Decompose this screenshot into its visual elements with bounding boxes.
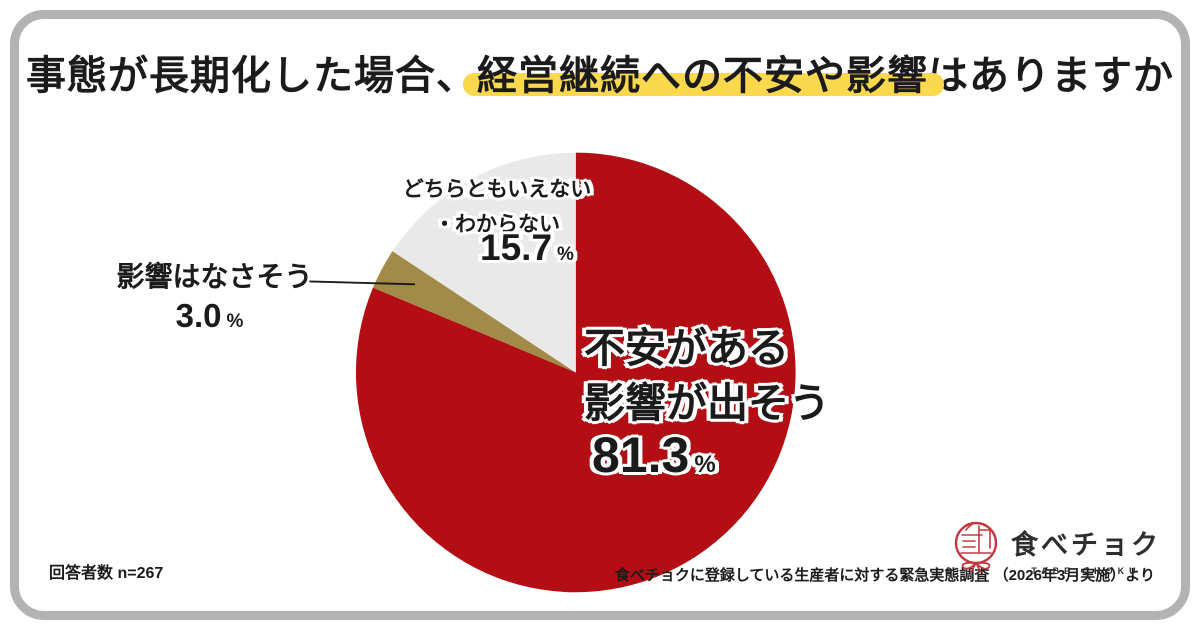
pie-slice-1 <box>372 251 576 373</box>
label-main-value: 81.3 % <box>592 426 716 484</box>
label-neutral-value: 15.7 % <box>437 227 617 269</box>
title-post: はありますか <box>928 54 1174 98</box>
label-neutral-line1: どちらともいえない <box>402 178 592 201</box>
title-highlight-text: 経営継続への不安や影響 <box>477 54 928 98</box>
source-note: 食べチョクに登録している生産者に対する緊急実態調査 （2026年3月実施）より <box>614 567 1155 584</box>
title-highlight-marker <box>463 73 944 96</box>
logo-wordmark: 食べチョク <box>1011 529 1161 560</box>
none-percent-number: 3.0 <box>175 297 222 334</box>
tabechoku-logo-icon <box>954 521 998 573</box>
respondents-count: 回答者数 n=267 <box>49 565 164 582</box>
pie-slice-2 <box>392 152 576 373</box>
title-pre: 事態が長期化した場合、 <box>26 54 477 98</box>
label-none-value: 3.0 % <box>102 297 317 335</box>
leader-line <box>309 280 416 286</box>
label-main: 不安がある 影響が出そう <box>584 321 830 431</box>
tabechoku-logo: 食べチョク TABE CHOKU <box>949 514 1179 584</box>
main-percent-unit: % <box>694 451 716 478</box>
pie-slice-0 <box>355 152 796 593</box>
page-title: 事態が長期化した場合、 経営継続への不安や影響はありますか <box>19 43 1181 101</box>
main-percent-number: 81.3 <box>592 427 690 483</box>
label-neutral: どちらともいえない ・わからない <box>387 172 607 242</box>
neutral-percent-unit: % <box>557 244 574 265</box>
logo-subtext: TABE CHOKU <box>1031 565 1141 576</box>
label-main-line1: 不安がある <box>584 325 789 371</box>
infographic-card: 事態が長期化した場合、 経営継続への不安や影響はありますか どちらともいえない ・… <box>10 10 1190 620</box>
pie-chart <box>309 152 796 593</box>
neutral-percent-number: 15.7 <box>480 227 553 268</box>
label-main-line2: 影響が出そう <box>584 380 830 426</box>
none-percent-unit: % <box>226 311 244 332</box>
tabechoku-logo-text: 食べチョク TABE CHOKU <box>1011 523 1161 576</box>
label-neutral-line2: ・わからない <box>434 213 560 236</box>
title-highlighted-phrase: 経営継続への不安や影響 <box>463 43 944 101</box>
label-none: 影響はなさそう <box>116 261 313 292</box>
